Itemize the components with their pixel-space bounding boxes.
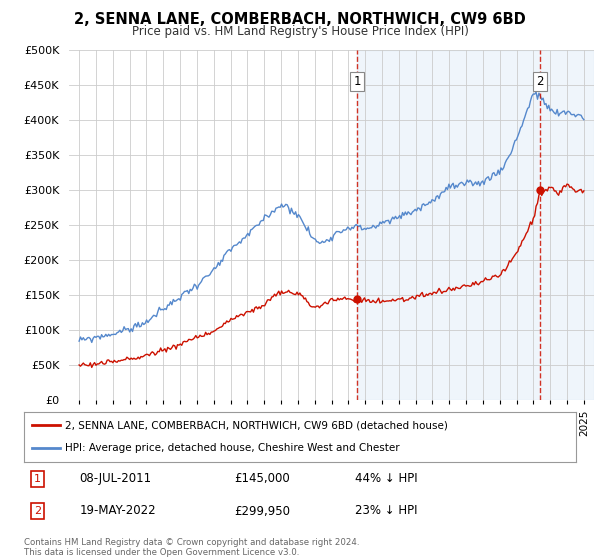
Text: 2, SENNA LANE, COMBERBACH, NORTHWICH, CW9 6BD: 2, SENNA LANE, COMBERBACH, NORTHWICH, CW… — [74, 12, 526, 27]
Text: 19-MAY-2022: 19-MAY-2022 — [79, 505, 156, 517]
Text: £299,950: £299,950 — [234, 505, 290, 517]
Text: 2, SENNA LANE, COMBERBACH, NORTHWICH, CW9 6BD (detached house): 2, SENNA LANE, COMBERBACH, NORTHWICH, CW… — [65, 420, 448, 430]
Text: 23% ↓ HPI: 23% ↓ HPI — [355, 505, 418, 517]
Bar — [357, 50, 594, 400]
Text: HPI: Average price, detached house, Cheshire West and Chester: HPI: Average price, detached house, Ches… — [65, 444, 400, 454]
Text: 08-JUL-2011: 08-JUL-2011 — [79, 473, 151, 486]
Text: 1: 1 — [353, 76, 361, 88]
Text: £145,000: £145,000 — [234, 473, 290, 486]
Text: 2: 2 — [536, 76, 544, 88]
Text: 2: 2 — [34, 506, 41, 516]
Text: 1: 1 — [34, 474, 41, 484]
Text: 44% ↓ HPI: 44% ↓ HPI — [355, 473, 418, 486]
Text: Price paid vs. HM Land Registry's House Price Index (HPI): Price paid vs. HM Land Registry's House … — [131, 25, 469, 38]
Text: Contains HM Land Registry data © Crown copyright and database right 2024.
This d: Contains HM Land Registry data © Crown c… — [24, 538, 359, 557]
